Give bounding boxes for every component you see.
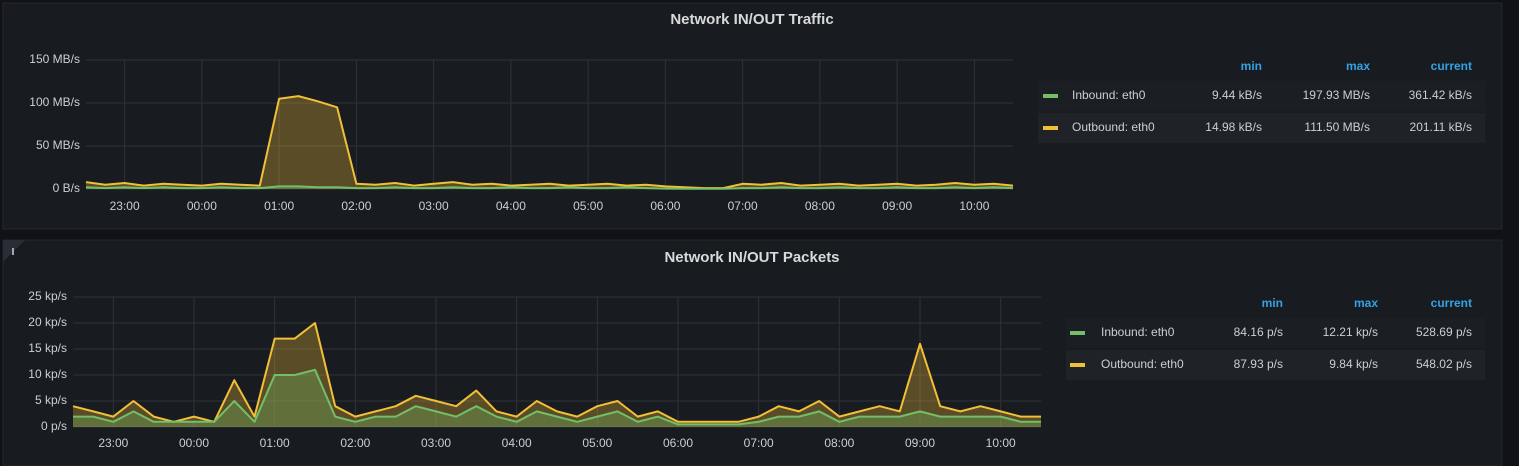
y-tick-label: 20 kp/s [28, 315, 67, 329]
legend-name: Outbound: eth0 [1072, 120, 1155, 134]
x-tick-label: 23:00 [110, 199, 140, 213]
chart-title: Network IN/OUT Packets [664, 249, 839, 266]
x-tick-label: 05:00 [573, 199, 603, 213]
x-tick-label: 05:00 [582, 436, 612, 450]
legend-stat: 111.50 MB/s [1304, 120, 1370, 134]
x-tick-label: 23:00 [98, 436, 128, 450]
x-tick-label: 10:00 [959, 199, 989, 213]
legend-stat: 14.98 kB/s [1205, 120, 1262, 134]
legend-stat: 9.44 kB/s [1212, 88, 1262, 102]
legend-stat: 201.11 kB/s [1410, 120, 1472, 134]
x-tick-label: 01:00 [264, 199, 294, 213]
legend-header: current [1431, 296, 1472, 310]
legend-stat: 548.02 p/s [1416, 357, 1472, 371]
area [86, 96, 1013, 189]
area [73, 323, 1041, 427]
y-tick-label: 0 B/s [53, 181, 80, 195]
x-tick-label: 09:00 [882, 199, 912, 213]
x-tick-label: 02:00 [341, 199, 371, 213]
y-tick-label: 0 p/s [41, 419, 67, 433]
x-tick-label: 03:00 [419, 199, 449, 213]
legend-stat: 197.93 MB/s [1303, 88, 1370, 102]
legend-header: max [1346, 59, 1370, 73]
y-tick-label: 25 kp/s [28, 289, 67, 303]
legend-swatch [1043, 94, 1058, 98]
legend-stat: 528.69 p/s [1416, 325, 1472, 339]
x-tick-label: 03:00 [421, 436, 451, 450]
info-icon [12, 248, 14, 255]
legend-swatch [1070, 363, 1085, 367]
legend-header: current [1431, 59, 1472, 73]
x-tick-label: 04:00 [496, 199, 526, 213]
x-tick-label: 10:00 [986, 436, 1016, 450]
legend-swatch [1070, 331, 1085, 335]
x-tick-label: 07:00 [744, 436, 774, 450]
y-tick-label: 15 kp/s [28, 341, 67, 355]
legend-header: min [1241, 59, 1262, 73]
y-tick-label: 150 MB/s [29, 52, 80, 66]
line [73, 368, 1041, 426]
y-tick-label: 10 kp/s [28, 367, 67, 381]
area [86, 186, 1013, 189]
y-tick-label: 5 kp/s [35, 393, 67, 407]
legend-row [1066, 350, 1485, 380]
legend-row [1038, 113, 1485, 143]
chart-title: Network IN/OUT Traffic [670, 11, 833, 28]
legend-header: max [1354, 296, 1378, 310]
legend-header: min [1262, 296, 1283, 310]
y-tick-label: 100 MB/s [29, 95, 80, 109]
x-tick-label: 08:00 [824, 436, 854, 450]
legend-stat: 87.93 p/s [1234, 357, 1283, 371]
x-tick-label: 07:00 [728, 199, 758, 213]
line [72, 322, 1041, 423]
x-tick-label: 02:00 [340, 436, 370, 450]
x-tick-label: 00:00 [187, 199, 217, 213]
line [85, 185, 1014, 190]
legend-row [1038, 81, 1485, 111]
x-tick-label: 06:00 [663, 436, 693, 450]
legend-swatch [1043, 126, 1058, 130]
area [73, 369, 1041, 427]
x-tick-label: 04:00 [502, 436, 532, 450]
legend-row [1066, 318, 1485, 348]
x-tick-label: 09:00 [905, 436, 935, 450]
legend-stat: 12.21 kp/s [1323, 325, 1378, 339]
x-tick-label: 06:00 [650, 199, 680, 213]
legend-name: Inbound: eth0 [1072, 88, 1146, 102]
x-tick-label: 00:00 [179, 436, 209, 450]
legend-name: Inbound: eth0 [1101, 325, 1175, 339]
y-tick-label: 50 MB/s [36, 138, 80, 152]
line [85, 95, 1014, 190]
x-tick-label: 01:00 [260, 436, 290, 450]
legend-stat: 84.16 p/s [1234, 325, 1283, 339]
legend-name: Outbound: eth0 [1101, 357, 1184, 371]
legend-stat: 9.84 kp/s [1329, 357, 1378, 371]
legend-stat: 361.42 kB/s [1409, 88, 1472, 102]
x-tick-label: 08:00 [805, 199, 835, 213]
